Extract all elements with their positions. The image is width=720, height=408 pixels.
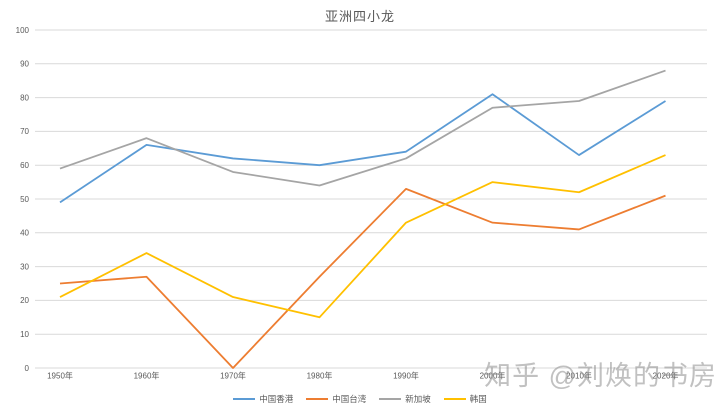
y-tick-label: 100	[16, 26, 30, 35]
y-tick-label: 20	[20, 296, 29, 305]
legend-line-icon	[306, 398, 329, 400]
chart-title: 亚洲四小龙	[324, 9, 395, 24]
legend-item: 中国香港	[233, 393, 293, 405]
series-line-新加坡	[59, 69, 666, 187]
y-tick-label: 80	[20, 93, 29, 102]
watermark: 知乎 @刘焕的书房	[484, 361, 717, 391]
legend-item: 韩国	[443, 393, 487, 405]
x-tick-label: 1960年	[134, 371, 160, 381]
x-tick-label: 1970年	[220, 371, 246, 381]
y-tick-label: 10	[20, 330, 29, 339]
x-tick-label: 2020年	[653, 371, 679, 381]
legend-line-icon	[379, 398, 402, 400]
series-line-中国台湾	[59, 187, 666, 369]
series-line-中国香港	[59, 93, 666, 204]
legend-label: 新加坡	[405, 394, 431, 404]
x-tick-label: 2010年	[566, 371, 592, 381]
legend-label: 中国香港	[259, 394, 294, 404]
y-tick-label: 50	[20, 195, 29, 204]
x-tick-label: 2000年	[480, 371, 506, 381]
y-tick-label: 0	[25, 364, 30, 373]
y-tick-label: 60	[20, 161, 29, 170]
legend-item: 中国台湾	[306, 393, 366, 405]
legend-line-icon	[233, 398, 256, 400]
y-tick-label: 90	[20, 60, 29, 69]
x-tick-label: 1990年	[393, 371, 419, 381]
series-line-韩国	[59, 154, 666, 319]
y-tick-label: 30	[20, 262, 29, 271]
legend-label: 韩国	[469, 394, 487, 404]
legend: 中国香港 中国台湾 新加坡 韩国	[0, 393, 720, 405]
y-tick-label: 40	[20, 229, 29, 238]
x-tick-label: 1950年	[47, 371, 73, 381]
x-tick-label: 1980年	[307, 371, 333, 381]
y-tick-label: 70	[20, 127, 29, 136]
legend-label: 中国台湾	[332, 394, 367, 404]
legend-item: 新加坡	[379, 393, 431, 405]
legend-line-icon	[443, 398, 466, 400]
